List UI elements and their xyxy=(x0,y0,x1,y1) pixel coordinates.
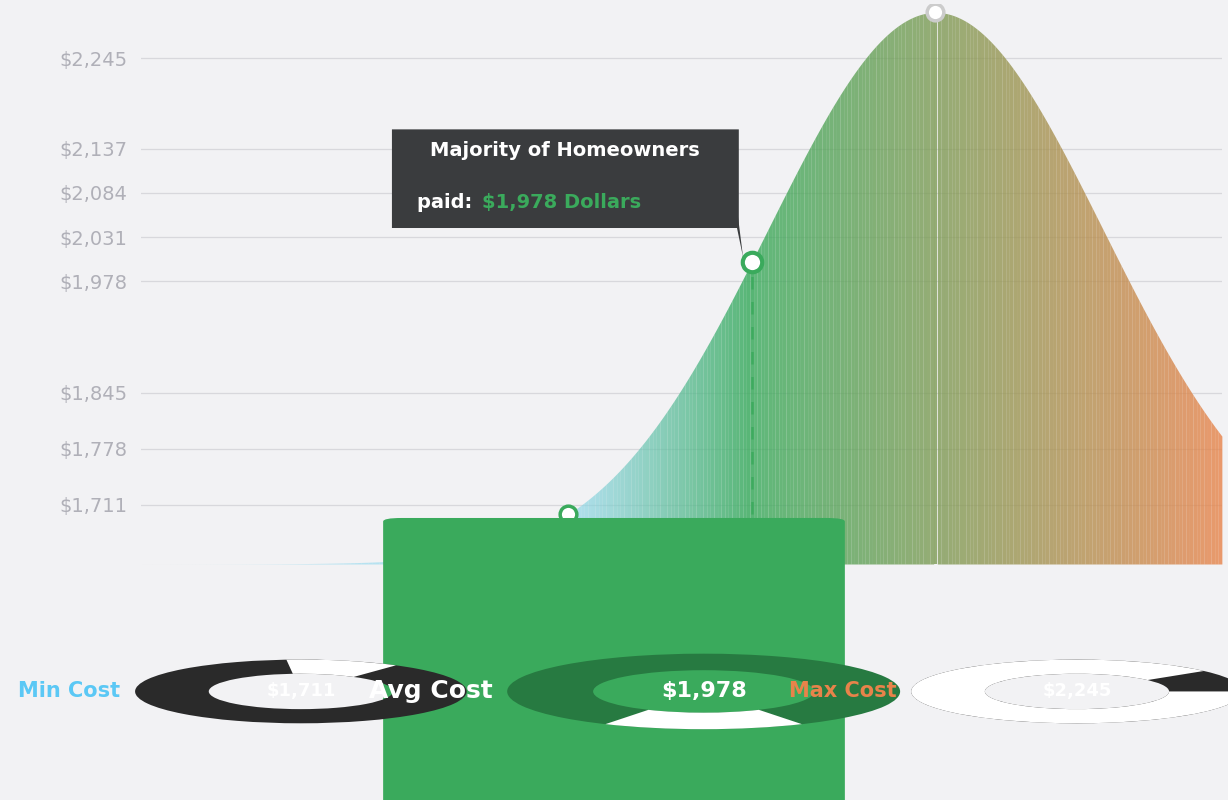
Polygon shape xyxy=(732,172,743,258)
Wedge shape xyxy=(911,659,1228,723)
Wedge shape xyxy=(286,659,395,677)
Wedge shape xyxy=(911,659,1228,723)
Wedge shape xyxy=(507,654,900,730)
Text: $2,245: $2,245 xyxy=(1043,682,1111,701)
Text: $1,711: $1,711 xyxy=(266,682,335,701)
Text: Min Cost: Min Cost xyxy=(18,682,120,702)
Wedge shape xyxy=(135,659,467,723)
FancyBboxPatch shape xyxy=(383,518,845,800)
FancyBboxPatch shape xyxy=(392,130,739,228)
Wedge shape xyxy=(605,710,802,730)
Text: paid:: paid: xyxy=(416,194,479,213)
Text: Majority of Homeowners: Majority of Homeowners xyxy=(431,141,700,160)
Text: Max Cost: Max Cost xyxy=(788,682,896,702)
Text: Avg Cost: Avg Cost xyxy=(368,679,492,703)
Text: $1,978 Dollars: $1,978 Dollars xyxy=(481,194,641,213)
Text: $1,978: $1,978 xyxy=(661,682,747,702)
